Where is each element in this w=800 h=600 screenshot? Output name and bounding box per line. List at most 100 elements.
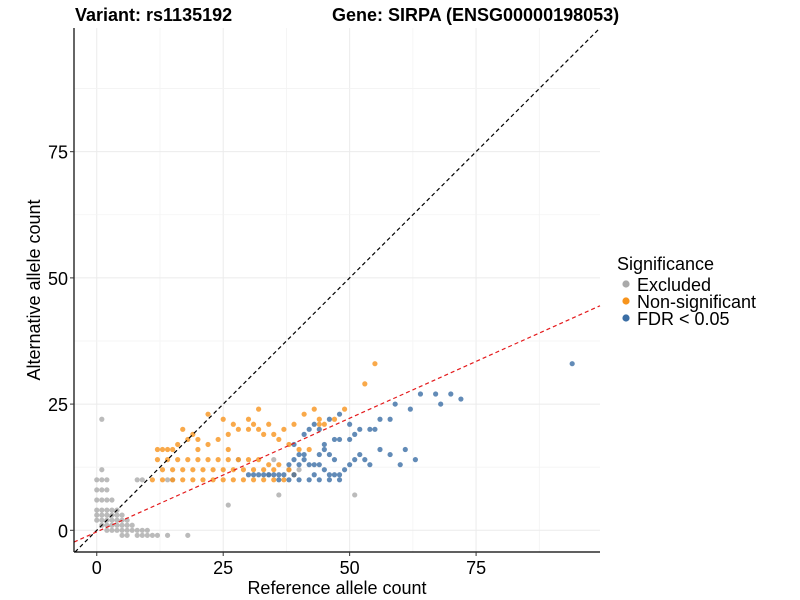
data-point	[316, 421, 322, 427]
legend-item: Non-significant	[622, 292, 756, 312]
data-point	[245, 416, 252, 422]
data-point	[104, 507, 110, 513]
data-point	[271, 457, 277, 463]
data-point	[417, 391, 424, 397]
data-point	[336, 436, 343, 443]
x-tick-label: 0	[92, 558, 102, 578]
x-ticks: 0 25 50 75	[92, 552, 486, 578]
data-point	[448, 391, 454, 397]
data-point	[104, 477, 110, 483]
data-point	[170, 477, 176, 483]
data-point	[124, 522, 130, 528]
data-point	[291, 457, 297, 463]
data-point	[215, 457, 221, 463]
data-point	[296, 467, 302, 473]
data-point	[114, 527, 120, 533]
reference-line-identity	[74, 27, 601, 553]
data-point	[230, 477, 236, 483]
data-point	[99, 507, 105, 513]
data-point	[286, 467, 292, 473]
data-point	[271, 477, 277, 483]
data-point	[99, 497, 105, 503]
data-point	[306, 462, 312, 468]
data-point	[321, 446, 327, 453]
data-point	[286, 462, 292, 468]
data-point	[316, 416, 322, 422]
data-point	[281, 472, 287, 478]
data-point	[175, 457, 181, 463]
data-point	[321, 467, 327, 473]
title-gene: Gene: SIRPA (ENSG00000198053)	[332, 5, 619, 25]
data-point	[306, 477, 312, 483]
data-point	[362, 381, 368, 387]
data-point	[149, 477, 155, 483]
data-point	[311, 421, 317, 427]
data-point	[139, 527, 145, 533]
data-point	[271, 431, 277, 437]
data-point	[336, 477, 343, 483]
data-point	[119, 522, 125, 528]
data-point	[281, 426, 287, 432]
legend-item: FDR < 0.05	[622, 309, 730, 329]
data-point	[220, 416, 226, 422]
legend-item: Excluded	[622, 275, 711, 295]
data-point	[276, 477, 282, 483]
data-point	[164, 446, 171, 453]
data-point	[124, 532, 130, 538]
data-point	[276, 462, 282, 468]
data-point	[331, 472, 338, 478]
data-point	[124, 527, 130, 533]
y-tick-label: 50	[48, 269, 68, 289]
data-point	[341, 406, 348, 412]
data-point	[256, 406, 262, 412]
data-point	[240, 477, 247, 483]
data-point	[200, 467, 206, 473]
legend-label: Excluded	[637, 275, 711, 295]
data-point	[296, 451, 302, 458]
data-point	[180, 477, 186, 483]
legend-title: Significance	[617, 254, 714, 274]
data-point	[119, 532, 125, 538]
legend-swatch	[622, 280, 630, 288]
data-point	[200, 477, 206, 483]
legend-swatch	[622, 314, 630, 322]
data-point	[306, 446, 312, 453]
data-point	[94, 477, 100, 483]
x-tick-label: 25	[213, 558, 233, 578]
data-point	[362, 457, 368, 463]
data-point	[109, 522, 115, 528]
data-point	[286, 477, 292, 483]
data-point	[336, 472, 343, 478]
y-ticks: 0 25 50 75	[48, 143, 74, 541]
data-point	[109, 527, 115, 533]
data-point	[347, 436, 353, 443]
data-point	[94, 507, 100, 513]
data-point	[412, 457, 418, 463]
data-point	[94, 517, 100, 523]
data-point	[261, 431, 267, 437]
data-point	[225, 502, 231, 508]
data-point	[316, 462, 322, 468]
data-point	[154, 446, 161, 453]
data-point	[316, 451, 322, 458]
data-point	[144, 532, 150, 538]
title-variant: Variant: rs1135192	[75, 5, 232, 25]
data-point	[261, 477, 267, 483]
data-point	[569, 361, 575, 367]
data-point	[144, 527, 150, 533]
data-point	[402, 446, 408, 453]
data-point	[114, 517, 120, 523]
legend-label: Non-significant	[637, 292, 756, 312]
data-point	[261, 472, 267, 478]
data-point	[331, 457, 338, 463]
data-point	[311, 462, 317, 468]
data-point	[306, 426, 312, 432]
data-point	[256, 472, 262, 478]
data-point	[139, 477, 145, 483]
data-point	[195, 457, 201, 463]
data-point	[225, 446, 231, 453]
data-point	[266, 472, 272, 478]
grid	[74, 28, 600, 552]
data-point	[99, 512, 105, 518]
data-point	[159, 477, 166, 483]
